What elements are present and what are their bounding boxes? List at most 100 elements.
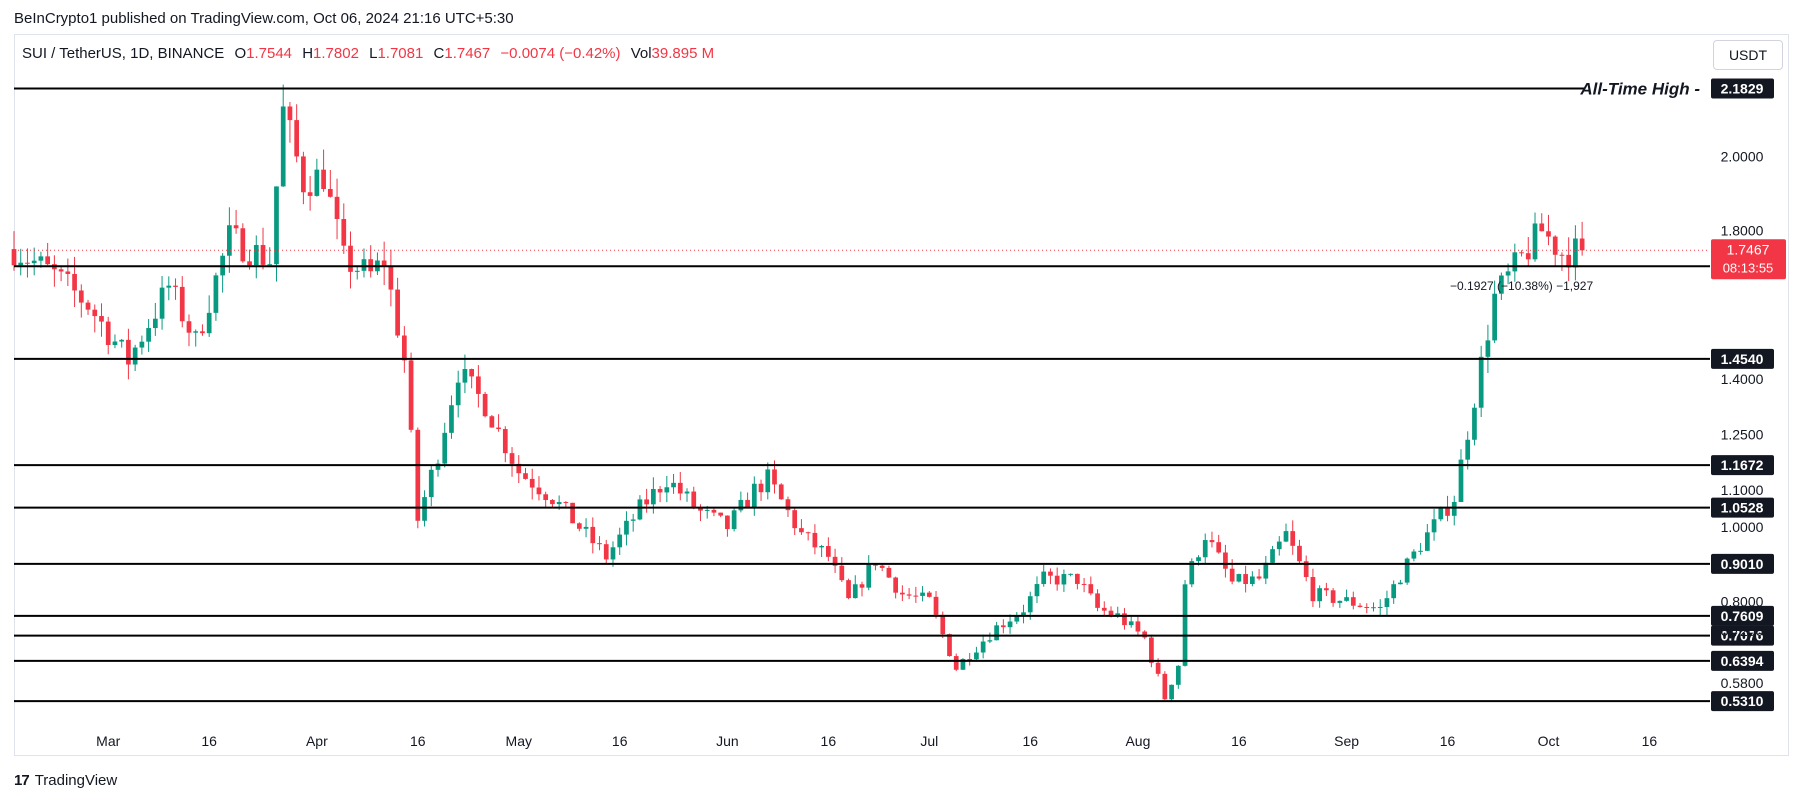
level-label-1.1672: 1.1672 — [1721, 457, 1764, 473]
candle-body-2024-02-26 — [78, 290, 84, 303]
candle-body-2024-07-29 — [1115, 613, 1121, 616]
candle-body-2024-02-16 — [11, 249, 17, 266]
candle-body-2024-07-14 — [1014, 615, 1020, 622]
candle-body-2024-03-06 — [139, 341, 145, 348]
candle-body-2024-03-13 — [186, 321, 192, 333]
price-axis[interactable]: 2.0000 1.8000 1.4000 1.2500 1.1000 1.0000 0.80… — [1721, 148, 1764, 691]
candle-body-2024-09-15 — [1438, 507, 1444, 520]
candle-body-2024-07-08 — [974, 652, 979, 660]
level-label-0.9010: 0.9010 — [1721, 556, 1764, 572]
candle-body-2024-08-04 — [1155, 662, 1161, 674]
candle-body-2024-03-07 — [146, 328, 151, 342]
legend-high-value: 1.7802 — [313, 45, 359, 62]
candle-body-2024-04-02 — [321, 169, 326, 189]
chart-pane[interactable] — [14, 34, 1789, 756]
candle-body-2024-07-15 — [1021, 612, 1026, 616]
tradingview-logo[interactable]: 17 TradingView — [14, 772, 117, 789]
x-tick-2024-05-16: 16 — [612, 733, 628, 749]
candle-body-2024-05-27 — [691, 491, 697, 507]
level-label-0.6394: 0.6394 — [1721, 653, 1764, 669]
level-label-0.5310: 0.5310 — [1721, 693, 1764, 709]
legend-volume-label: Vol — [630, 45, 652, 62]
level-label-1.4540: 1.4540 — [1721, 351, 1764, 367]
candle-body-2024-04-21 — [449, 405, 454, 433]
candle-body-2024-03-21 — [240, 228, 246, 262]
level-label-0.7076: 0.7076 — [1721, 628, 1764, 644]
legend-symbol[interactable]: SUI / TetherUS, 1D, BINANCE — [22, 45, 225, 62]
candle-body-2024-03-25 — [267, 264, 273, 266]
candle-body-2024-03-16 — [206, 312, 212, 334]
candle-body-2024-07-30 — [1122, 613, 1127, 626]
level-label-bg-0.6394 — [1711, 650, 1774, 671]
currency-button[interactable]: USDT — [1713, 40, 1783, 70]
time-axis[interactable]: Mar 16 Apr 16 May 16 Jun 16 Jul 16 Aug 16 Sep 16 Oct 16 — [96, 733, 1657, 749]
candle-body-2024-03-03 — [119, 339, 125, 342]
candle-body-2024-06-01 — [725, 515, 730, 530]
level-label-bg-0.7609 — [1711, 605, 1774, 626]
candle-body-2024-08-20 — [1263, 562, 1269, 579]
x-tick-2024-06-16: 16 — [821, 733, 837, 749]
candle-body-2024-08-08 — [1182, 584, 1188, 666]
level-label-0.7609: 0.7609 — [1721, 608, 1764, 624]
candle-body-2024-05-05 — [543, 494, 549, 500]
candle-body-2024-08-30 — [1330, 590, 1336, 603]
candle-body-2024-04-12 — [388, 266, 394, 290]
legend-volume-value: 39.895 M — [651, 45, 715, 62]
x-tick-2024-09-16: 16 — [1440, 733, 1456, 749]
candle-body-2024-05-01 — [516, 463, 522, 474]
candle-body-2024-08-11 — [1202, 540, 1208, 558]
candle-body-2024-03-23 — [253, 244, 259, 266]
candle-body-2024-07-17 — [1034, 584, 1040, 597]
candle-body-2024-09-04 — [1364, 606, 1370, 608]
candle-body-2024-03-17 — [213, 275, 219, 313]
candle-body-2024-03-20 — [233, 225, 239, 229]
current-price-badge — [1711, 239, 1786, 280]
candle-body-2024-06-30 — [920, 592, 925, 596]
candle-body-2024-08-09 — [1189, 561, 1195, 585]
candle-body-2024-08-16 — [1236, 574, 1242, 582]
candle-body-2024-06-12 — [799, 528, 804, 533]
current-price-countdown: 08:13:55 — [1723, 260, 1774, 275]
candle-body-2024-05-29 — [704, 509, 710, 511]
candle-body-2024-03-26 — [274, 186, 279, 265]
candle-body-2024-04-11 — [381, 260, 387, 267]
candle-body-2024-05-08 — [563, 502, 569, 504]
candle-body-2024-07-22 — [1068, 573, 1073, 575]
candle-body-2024-04-13 — [395, 289, 400, 336]
candle-body-2024-04-05 — [341, 219, 347, 246]
candle-body-2024-06-15 — [819, 545, 824, 548]
candle-body-2024-04-18 — [428, 469, 434, 498]
y-tick-1.4000: 1.4000 — [1721, 371, 1764, 387]
candle-body-2024-04-30 — [509, 453, 515, 464]
candle-body-2024-03-12 — [179, 286, 185, 322]
candle-body-2024-09-20 — [1472, 407, 1477, 440]
candle-body-2024-06-26 — [893, 577, 899, 593]
candle-body-2024-08-01 — [1135, 621, 1141, 632]
candle-body-2024-08-10 — [1196, 557, 1201, 562]
legend-open-value: 1.7544 — [246, 45, 293, 62]
tradingview-brand: TradingView — [34, 772, 118, 789]
candle-body-2024-09-22 — [1485, 340, 1491, 357]
candle-body-2024-09-24 — [1499, 275, 1504, 294]
candle-body-2024-06-23 — [873, 564, 878, 566]
candle-body-2024-08-21 — [1270, 549, 1275, 563]
candle-body-2024-05-14 — [603, 544, 609, 560]
candle-body-2024-04-25 — [476, 376, 481, 394]
candle-body-2024-07-25 — [1088, 584, 1094, 594]
support-resistance-levels: 2.18291.70381.45401.16721.05280.90100.76… — [14, 78, 1774, 712]
candle-body-2024-05-31 — [718, 512, 724, 516]
candle-body-2024-10-04 — [1566, 254, 1572, 268]
candle-body-2024-07-27 — [1101, 607, 1107, 611]
candle-body-2024-04-22 — [455, 382, 461, 406]
candle-body-2024-03-19 — [227, 225, 232, 256]
candle-body-2024-06-21 — [859, 584, 865, 588]
candle-body-2024-07-18 — [1041, 571, 1047, 585]
candle-body-2024-10-02 — [1552, 236, 1558, 255]
candle-body-2024-07-12 — [1000, 625, 1006, 628]
candle-body-2024-02-20 — [38, 256, 44, 261]
candle-body-2024-07-02 — [933, 596, 939, 615]
candle-body-2024-08-17 — [1243, 574, 1248, 584]
candle-body-2024-03-28 — [287, 106, 293, 121]
candle-body-2024-09-30 — [1539, 223, 1545, 232]
candle-body-2024-06-10 — [785, 499, 791, 511]
